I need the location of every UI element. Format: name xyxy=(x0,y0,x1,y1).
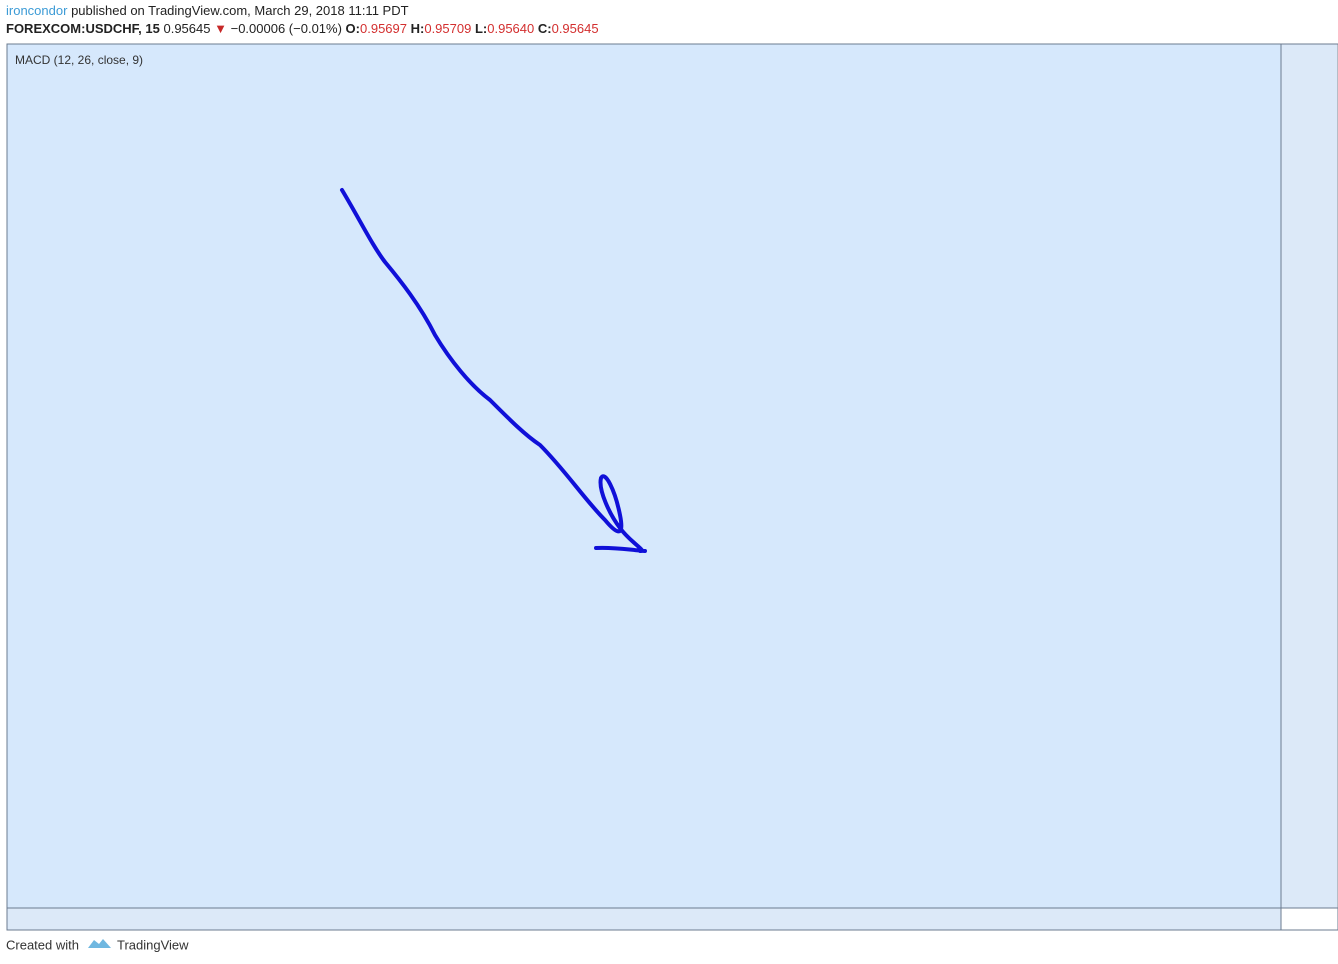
h-label: H: xyxy=(411,21,425,36)
o: 0.95697 xyxy=(360,21,407,36)
plot-bg xyxy=(7,44,1281,908)
symbol: FOREXCOM:USDCHF, 15 xyxy=(6,21,160,36)
l: 0.95640 xyxy=(487,21,534,36)
brand-logo xyxy=(88,939,111,948)
x-axis-bg xyxy=(7,908,1281,930)
y-axis-bg xyxy=(1281,44,1337,908)
indicator-legend: MACD (12, 26, close, 9) xyxy=(15,53,143,67)
c: 0.95645 xyxy=(552,21,599,36)
footer-brand[interactable]: TradingView xyxy=(117,937,189,952)
price: 0.95645 xyxy=(163,21,210,36)
drawing-annotation xyxy=(340,188,647,553)
l-label: L: xyxy=(475,21,487,36)
arrow: ▼ xyxy=(214,21,227,36)
published: published on TradingView.com, March 29, … xyxy=(71,3,409,18)
change: −0.00006 (−0.01%) xyxy=(231,21,342,36)
h: 0.95709 xyxy=(424,21,471,36)
symbol-line: FOREXCOM:USDCHF, 15 0.95645 ▼ −0.00006 (… xyxy=(6,21,599,36)
author[interactable]: ironcondor xyxy=(6,3,68,18)
c-label: C: xyxy=(538,21,552,36)
frame xyxy=(6,43,1338,931)
header-line: ironcondor published on TradingView.com,… xyxy=(6,3,409,18)
footer-created: Created with xyxy=(6,937,79,952)
o-label: O: xyxy=(346,21,360,36)
